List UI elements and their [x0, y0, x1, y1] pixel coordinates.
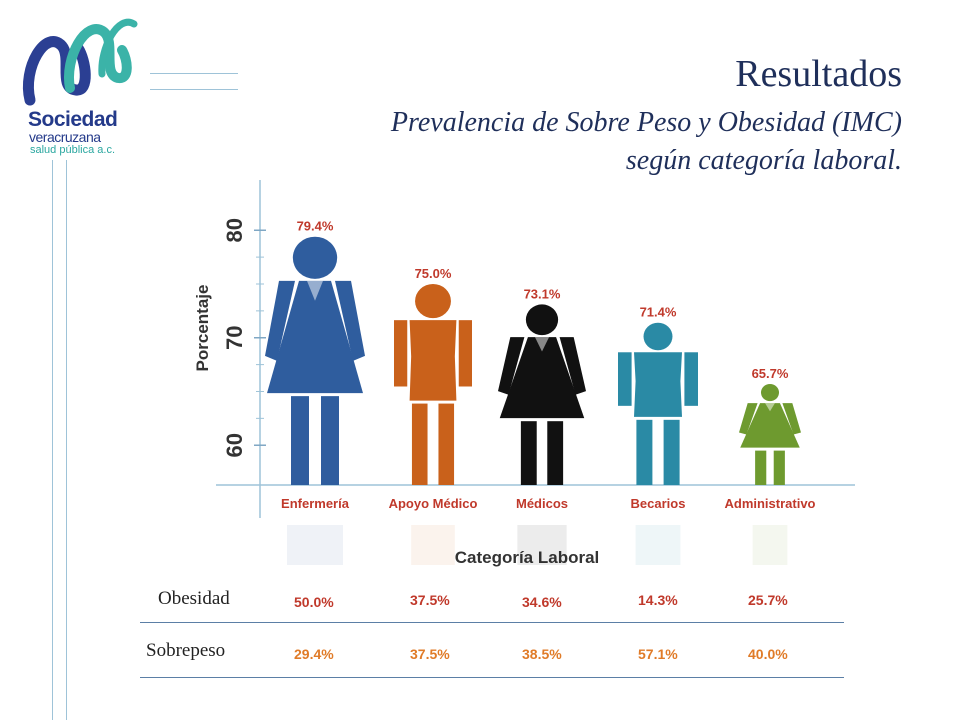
figure-arm-left	[618, 352, 632, 406]
figure-head	[292, 236, 338, 279]
bar-figure-2	[394, 283, 472, 485]
figure-arm-right	[684, 352, 698, 406]
figure-head	[525, 304, 559, 336]
figure-leg-right	[663, 419, 680, 485]
row-label-sobrepeso: Sobrepeso	[146, 640, 226, 661]
sobrepeso-value-medicos: 38.5%	[522, 646, 562, 662]
figure-arm-right	[782, 403, 801, 435]
figure-leg-left	[520, 421, 537, 485]
figure-reflection	[752, 525, 788, 565]
category-label-4: Becarios	[631, 496, 686, 511]
figure-arm-left	[498, 337, 525, 395]
obesidad-value-becarios: 14.3%	[638, 592, 678, 608]
figure-torso	[409, 320, 457, 401]
figure-leg-left	[291, 396, 309, 485]
value-label-4: 71.4%	[640, 305, 677, 320]
bar-figure-1	[265, 236, 365, 485]
obesidad-value-apoyo-medico: 37.5%	[410, 592, 450, 608]
figure-leg-left	[755, 450, 767, 485]
y-axis-title: Porcentaje	[193, 285, 212, 372]
obesidad-value-enfermeria: 50.0%	[294, 594, 334, 610]
bar-figure-3	[498, 304, 586, 485]
left-rule-2	[66, 160, 67, 720]
category-label-5: Administrativo	[724, 496, 815, 511]
left-rule-1	[52, 160, 53, 720]
figure-head	[760, 383, 780, 402]
top-rule-2	[150, 89, 238, 90]
category-label-2: Apoyo Médico	[389, 496, 478, 511]
figure-head	[643, 322, 673, 351]
logo-line3: salud pública a.c.	[30, 144, 115, 156]
table-divider-1	[140, 622, 844, 623]
value-label-1: 79.4%	[297, 219, 334, 234]
row-label-obesidad: Obesidad	[158, 588, 230, 609]
logo-mark-icon	[23, 18, 138, 106]
figure-collar	[534, 337, 550, 352]
category-label-3: Médicos	[516, 496, 568, 511]
figure-leg-right	[773, 450, 785, 485]
figure-arm-right	[458, 320, 472, 387]
figure-dress	[499, 337, 585, 419]
y-tick-label-60: 60	[222, 433, 247, 457]
obesidad-value-medicos: 34.6%	[522, 594, 562, 610]
figure-leg-left	[411, 403, 428, 485]
figure-leg-right	[438, 403, 455, 485]
figure-leg-right	[547, 421, 564, 485]
sobrepeso-value-administrativo: 40.0%	[748, 646, 788, 662]
figure-leg-left	[636, 419, 653, 485]
y-tick-label-70: 70	[222, 325, 247, 349]
logo: Sociedad veracruzana salud pública a.c.	[18, 8, 148, 158]
subtitle-line1: Prevalencia de Sobre Peso y Obesidad (IM…	[390, 107, 902, 138]
x-axis-title: Categoría Laboral	[455, 548, 600, 567]
figure-reflection	[287, 525, 343, 565]
figure-arm-left	[739, 403, 758, 435]
figure-arm-right	[559, 337, 586, 395]
value-label-3: 73.1%	[524, 286, 561, 301]
top-rule-1	[150, 73, 238, 74]
logo-line1: Sociedad	[28, 108, 118, 131]
figure-torso	[634, 352, 682, 417]
prevalence-chart: 60 70 80 Porcentaje Categoría Laboral 79.4% En…	[193, 180, 855, 567]
page-title: Resultados	[735, 53, 902, 95]
sobrepeso-value-enfermeria: 29.4%	[294, 646, 334, 662]
figure-leg-right	[321, 396, 339, 485]
page-subtitle: Prevalencia de Sobre Peso y Obesidad (IM…	[262, 104, 902, 180]
figure-arm-left	[394, 320, 408, 387]
figure-reflection	[411, 525, 455, 565]
figure-reflection	[635, 525, 681, 565]
bar-figure-5	[739, 383, 801, 485]
y-tick-label-80: 80	[222, 218, 247, 242]
figure-reflection	[517, 525, 567, 565]
figure-arm-left	[265, 280, 295, 361]
logo-line2: veracruzana	[29, 129, 101, 145]
table-divider-2	[140, 677, 844, 678]
obesidad-value-administrativo: 25.7%	[748, 592, 788, 608]
figure-head	[415, 283, 451, 319]
sobrepeso-value-apoyo-medico: 37.5%	[410, 646, 450, 662]
value-label-5: 65.7%	[752, 366, 789, 381]
value-label-2: 75.0%	[415, 266, 452, 281]
sobrepeso-value-becarios: 57.1%	[638, 646, 678, 662]
figure-collar	[307, 280, 323, 301]
figure-dress	[740, 403, 800, 448]
figure-collar	[765, 403, 775, 412]
subtitle-line2: según categoría laboral.	[625, 145, 902, 176]
bar-figure-4	[618, 322, 698, 485]
figure-arm-right	[335, 280, 365, 361]
category-label-1: Enfermería	[281, 496, 350, 511]
